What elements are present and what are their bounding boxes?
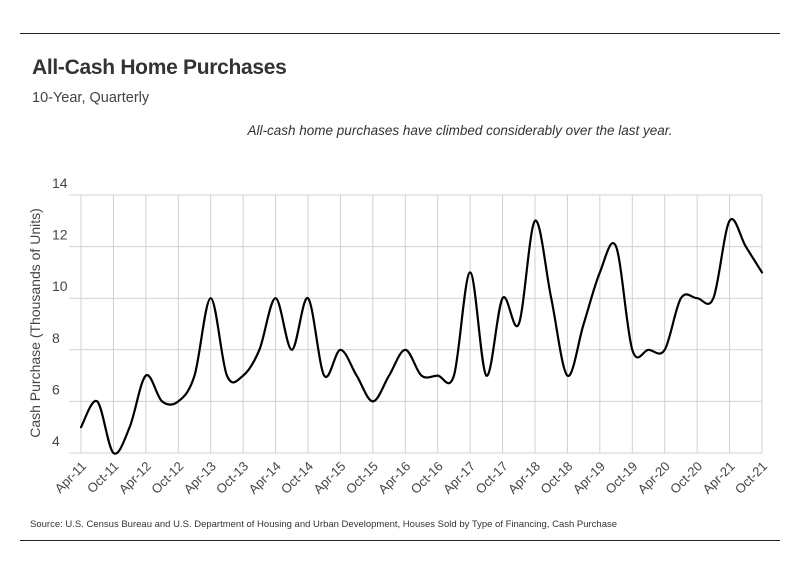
data-point xyxy=(176,399,180,403)
data-point xyxy=(614,245,618,249)
y-tick-label: 6 xyxy=(52,381,60,397)
x-tick-label: Oct-16 xyxy=(408,459,446,497)
series-line xyxy=(79,217,764,455)
data-point xyxy=(306,296,310,300)
data-point xyxy=(468,270,472,274)
x-tick-label: Oct-15 xyxy=(343,459,381,497)
data-point xyxy=(501,296,505,300)
y-axis-ticks: 4 6 8 10 12 14 xyxy=(52,175,68,449)
data-point xyxy=(355,374,359,378)
data-point xyxy=(549,296,553,300)
x-tick-label: Apr-17 xyxy=(440,459,478,497)
x-tick-label: Apr-12 xyxy=(116,459,154,497)
source-note: Source: U.S. Census Bureau and U.S. Depa… xyxy=(30,519,618,530)
data-point xyxy=(598,270,602,274)
data-point xyxy=(225,374,229,378)
data-point xyxy=(760,270,764,274)
data-point xyxy=(452,374,456,378)
data-point xyxy=(193,374,197,378)
data-point xyxy=(647,348,651,352)
y-tick-label: 8 xyxy=(52,330,60,346)
data-point xyxy=(209,296,213,300)
data-point xyxy=(744,245,748,249)
bottom-rule xyxy=(20,540,780,541)
data-point xyxy=(274,296,278,300)
data-point xyxy=(241,374,245,378)
x-tick-label: Oct-18 xyxy=(537,459,575,497)
data-point xyxy=(95,399,99,403)
x-tick-label: Oct-14 xyxy=(278,459,316,497)
y-tick-label: 14 xyxy=(52,175,68,191)
x-tick-label: Oct-17 xyxy=(472,459,510,497)
x-tick-label: Oct-12 xyxy=(148,459,186,497)
data-point xyxy=(387,374,391,378)
data-point xyxy=(695,296,699,300)
data-point xyxy=(144,374,148,378)
x-tick-label: Apr-19 xyxy=(570,459,608,497)
data-point xyxy=(128,425,132,429)
data-point xyxy=(436,374,440,378)
x-tick-label: Oct-13 xyxy=(213,459,251,497)
x-tick-label: Apr-21 xyxy=(699,459,737,497)
y-tick-label: 10 xyxy=(52,278,68,294)
x-tick-label: Oct-21 xyxy=(732,459,770,497)
data-point xyxy=(679,296,683,300)
data-point xyxy=(371,399,375,403)
data-point xyxy=(111,451,115,455)
x-tick-label: Oct-20 xyxy=(667,459,705,497)
data-point xyxy=(533,219,537,223)
x-tick-label: Apr-16 xyxy=(375,459,413,497)
data-point xyxy=(728,219,732,223)
data-point xyxy=(517,322,521,326)
data-point xyxy=(582,322,586,326)
data-point xyxy=(484,374,488,378)
data-point xyxy=(403,348,407,352)
data-point xyxy=(420,374,424,378)
data-point xyxy=(322,374,326,378)
x-tick-label: Oct-19 xyxy=(602,459,640,497)
chart-subtitle: 10-Year, Quarterly xyxy=(32,90,150,106)
top-rule xyxy=(20,33,780,34)
x-tick-label: Apr-15 xyxy=(310,459,348,497)
chart-title: All-Cash Home Purchases xyxy=(32,56,287,79)
x-tick-label: Apr-18 xyxy=(505,459,543,497)
data-point xyxy=(663,348,667,352)
x-tick-label: Apr-11 xyxy=(52,459,90,497)
data-point xyxy=(290,348,294,352)
data-point xyxy=(565,374,569,378)
data-point xyxy=(711,296,715,300)
x-tick-label: Apr-20 xyxy=(635,459,673,497)
y-tick-label: 12 xyxy=(52,227,68,243)
data-point xyxy=(630,348,634,352)
x-tick-label: Oct-11 xyxy=(84,459,122,497)
data-point xyxy=(160,399,164,403)
data-point xyxy=(257,348,261,352)
grid xyxy=(69,194,763,454)
y-tick-label: 4 xyxy=(52,433,60,449)
data-point xyxy=(338,348,342,352)
chart-annotation: All-cash home purchases have climbed con… xyxy=(247,123,673,138)
x-axis-ticks: Apr-11Oct-11Apr-12Oct-12Apr-13Oct-13Apr-… xyxy=(52,459,771,497)
data-point xyxy=(79,425,83,429)
y-axis-label: Cash Purchase (Thousands of Units) xyxy=(27,208,43,438)
data-points xyxy=(79,219,764,455)
x-tick-label: Apr-13 xyxy=(181,459,219,497)
x-tick-label: Apr-14 xyxy=(245,459,283,497)
